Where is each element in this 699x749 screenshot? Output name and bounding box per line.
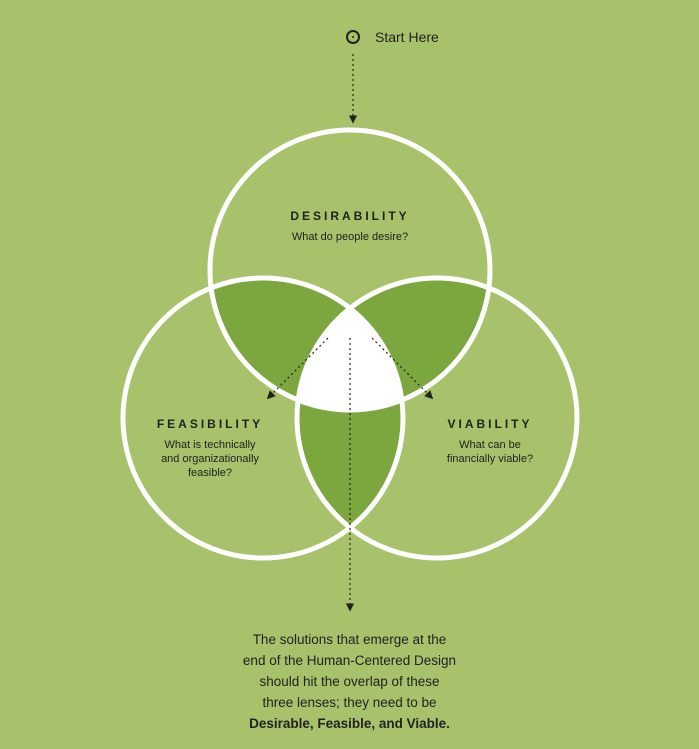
label-desirability: DESIRABILITY: [290, 209, 409, 223]
label-viability: VIABILITY: [447, 417, 532, 431]
caption: The solutions that emerge at theend of t…: [0, 630, 699, 735]
label-feasibility: FEASIBILITY: [157, 417, 263, 431]
sub-viability: What can befinancially viable?: [447, 439, 533, 465]
sub-desirability: What do people desire?: [292, 231, 408, 243]
sub-feasibility: What is technicallyand organizationallyf…: [161, 439, 259, 479]
start-marker-dot: [352, 36, 354, 38]
venn-diagram: Start Here DESIRABILITY What do people des…: [0, 0, 699, 749]
start-label: Start Here: [375, 29, 439, 45]
